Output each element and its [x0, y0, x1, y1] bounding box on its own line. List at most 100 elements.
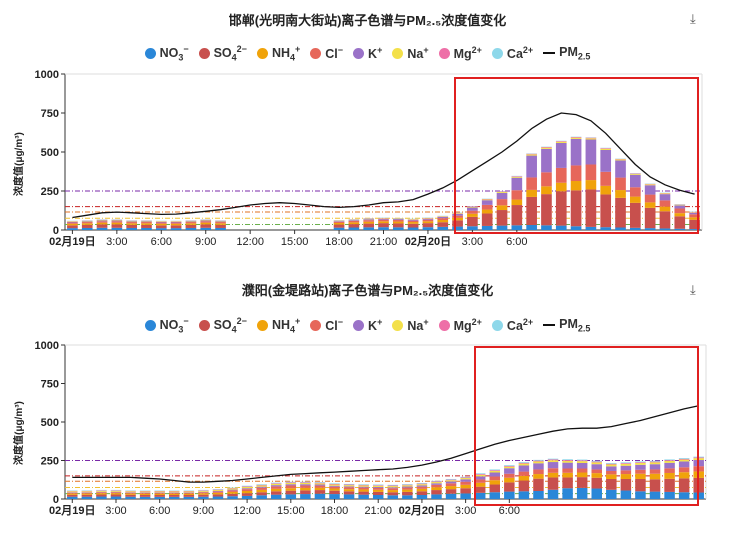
bar-segment — [650, 474, 660, 480]
bar-segment — [460, 479, 470, 481]
bar-segment — [82, 494, 92, 495]
bar-segment — [519, 463, 529, 464]
bar-segment — [358, 495, 368, 499]
bar-segment — [315, 482, 325, 483]
bar-segment — [140, 493, 150, 494]
bar-segment — [679, 472, 689, 478]
bar-segment — [645, 228, 656, 230]
bar-segment — [600, 227, 611, 230]
bar-segment — [423, 220, 434, 222]
bar-segment — [378, 220, 389, 222]
bar-segment — [621, 464, 631, 466]
bar-segment — [548, 490, 558, 499]
bar-segment — [645, 184, 656, 185]
bar-segment — [154, 494, 164, 495]
bar-segment — [504, 492, 514, 499]
bar-segment — [533, 461, 543, 463]
bar-segment — [674, 205, 685, 208]
bar-segment — [452, 220, 463, 226]
bar-segment — [600, 194, 611, 227]
bar-segment — [437, 227, 448, 230]
bar-segment — [541, 172, 552, 186]
bar-segment — [548, 473, 558, 478]
x-tick-label: 18:00 — [321, 505, 349, 517]
bar-segment — [156, 228, 167, 230]
bar-segment — [645, 208, 656, 228]
bar-segment — [621, 462, 631, 463]
bar-segment — [227, 490, 237, 491]
bar-segment — [664, 460, 674, 461]
bar-segment — [526, 156, 537, 178]
bar-segment — [417, 487, 427, 489]
bar-segment — [300, 485, 310, 487]
bar-segment — [541, 194, 552, 225]
bar-segment — [125, 494, 135, 495]
bar-segment — [526, 190, 537, 197]
y-tick-label: 500 — [41, 417, 59, 429]
bar-segment — [156, 224, 167, 226]
bar-segment — [423, 221, 434, 223]
bar-segment — [548, 460, 558, 462]
bar-segment — [112, 224, 123, 227]
bar-segment — [467, 207, 478, 208]
bar-segment — [446, 486, 456, 489]
bar-segment — [198, 491, 208, 492]
bar-segment — [460, 478, 470, 479]
bar-segment — [630, 175, 641, 187]
bar-segment — [82, 225, 93, 228]
bar-segment — [171, 223, 182, 224]
bar-segment — [271, 485, 281, 486]
bar-segment — [408, 222, 419, 224]
bar-segment — [562, 469, 572, 473]
bar-segment — [519, 476, 529, 481]
bar-segment — [156, 225, 167, 228]
x-tick-label: 21:00 — [364, 505, 392, 517]
bar-segment — [621, 474, 631, 479]
bar-segment — [586, 180, 597, 189]
bar-segment — [97, 223, 108, 225]
bar-segment — [519, 465, 529, 471]
bar-segment — [679, 459, 689, 460]
bar-segment — [286, 482, 296, 483]
bar-segment — [591, 464, 601, 469]
bar-segment — [271, 491, 281, 494]
bar-segment — [556, 168, 567, 183]
bar-segment — [606, 463, 616, 464]
bar-segment — [402, 485, 412, 486]
bar-segment — [349, 220, 360, 221]
bar-segment — [171, 224, 182, 226]
bar-segment — [591, 462, 601, 464]
bar-segment — [286, 485, 296, 488]
bar-segment — [650, 462, 660, 464]
bar-segment — [475, 487, 485, 493]
bar-segment — [437, 217, 448, 218]
bar-segment — [67, 225, 78, 228]
x-tick-label: 3:00 — [106, 236, 127, 248]
bar-segment — [393, 227, 404, 230]
bar-segment — [329, 491, 339, 494]
bar-segment — [227, 494, 237, 496]
y-tick-label: 250 — [41, 186, 59, 198]
bar-segment — [156, 222, 167, 223]
bar-segment — [67, 224, 78, 226]
bar-segment — [402, 495, 412, 499]
bar-segment — [586, 138, 597, 139]
bar-segment — [82, 491, 92, 492]
bar-segment — [358, 484, 368, 485]
bar-segment — [467, 211, 478, 214]
bar-segment — [242, 486, 252, 487]
bar-segment — [96, 495, 106, 497]
bar-segment — [467, 208, 478, 211]
bar-segment — [591, 489, 601, 499]
bar-segment — [621, 463, 631, 464]
bar-segment — [446, 481, 456, 483]
bar-segment — [300, 483, 310, 484]
bar-segment — [215, 228, 226, 230]
bar-segment — [97, 228, 108, 230]
bar-segment — [446, 479, 456, 480]
bar-segment — [358, 485, 368, 486]
bar-segment — [154, 495, 164, 497]
bar-segment — [497, 205, 508, 210]
bar-segment — [242, 486, 252, 487]
bar-segment — [423, 219, 434, 220]
